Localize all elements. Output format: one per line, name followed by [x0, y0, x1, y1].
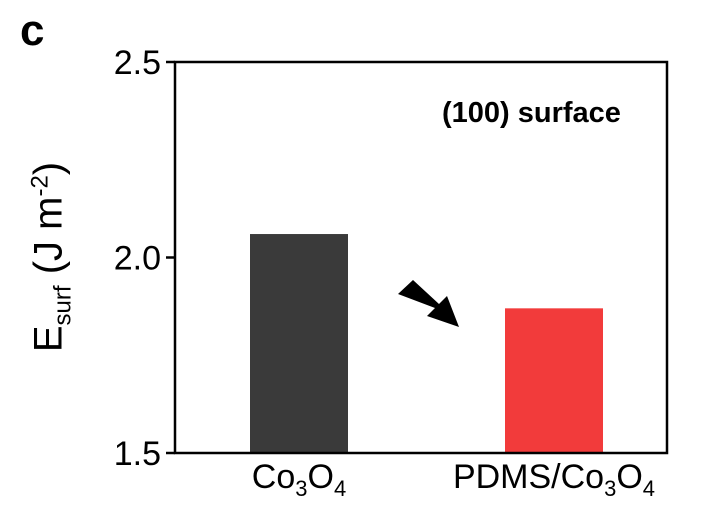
x-tick-label: Co3O4: [251, 458, 347, 501]
y-tick-label: 1.5: [114, 435, 161, 473]
x-tick-label: PDMS/Co3O4: [452, 458, 656, 501]
surface-annotation: (100) surface: [442, 97, 621, 129]
panel-letter: c: [20, 6, 45, 55]
y-tick-label: 2.0: [114, 240, 161, 278]
y-tick-label: 2.5: [114, 44, 161, 82]
bar-1: [250, 234, 348, 453]
bar-2: [505, 308, 603, 453]
trend-arrow: [398, 280, 459, 327]
plot-frame: [173, 60, 669, 455]
